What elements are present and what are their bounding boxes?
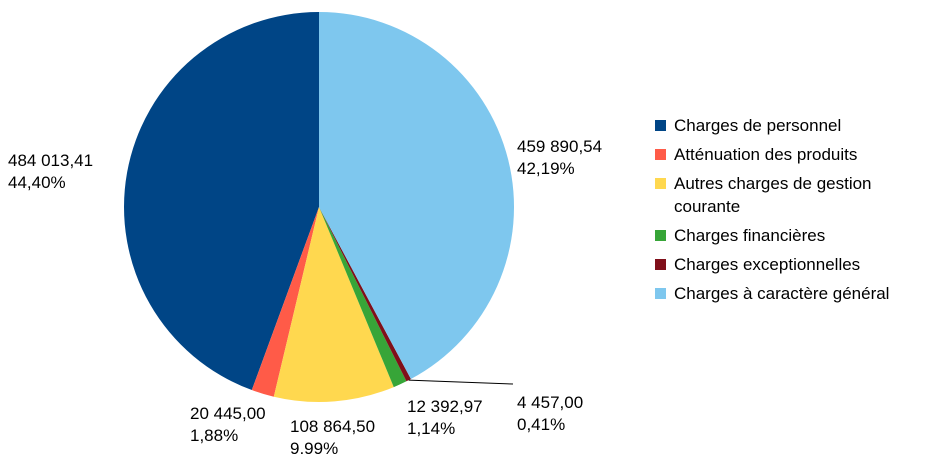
data-label-percent: 44,40% [8, 173, 66, 192]
data-label-6: 459 890,54 42,19% [517, 137, 602, 178]
legend-label-3: Autres charges de gestion courante [674, 174, 872, 216]
data-label-value: 4 457,00 [517, 393, 583, 412]
pie-slice-2 [251, 207, 319, 397]
data-label-value: 459 890,54 [517, 137, 602, 156]
data-label-percent: 0,41% [517, 415, 565, 434]
data-label-3: 108 864,50 9,99% [290, 417, 375, 454]
legend-swatch-6 [655, 288, 666, 299]
legend-label-6: Charges à caractère général [674, 284, 889, 303]
data-label-value: 12 392,97 [407, 397, 483, 416]
data-label-value: 108 864,50 [290, 417, 375, 436]
legend-swatch-4 [655, 230, 666, 241]
pie-slice-4 [319, 207, 407, 388]
pie-slice-6 [319, 11, 515, 379]
data-label-1: 484 013,41 44,40% [8, 151, 93, 192]
legend-label-4: Charges financières [674, 226, 825, 245]
legend-swatch-1 [655, 120, 666, 131]
pie-slice-3 [273, 207, 394, 403]
legend-swatch-2 [655, 149, 666, 160]
data-label-value: 484 013,41 [8, 151, 93, 170]
leader-line-exceptionnelles [408, 379, 514, 385]
pie-slice-1 [124, 12, 320, 391]
leader-lines [408, 379, 514, 385]
data-label-5: 4 457,00 0,41% [517, 393, 583, 434]
pie-slice-5 [319, 207, 411, 382]
data-label-value: 20 445,00 [190, 404, 266, 423]
pie-slices [124, 11, 515, 403]
legend-label-5: Charges exceptionnelles [674, 255, 860, 274]
data-labels: 484 013,41 44,40% 20 445,00 1,88% 108 864,50… [8, 137, 602, 454]
data-label-percent: 1,88% [190, 426, 238, 445]
data-label-percent: 1,14% [407, 419, 455, 438]
legend-label-2: Atténuation des produits [674, 145, 857, 164]
legend: Charges de personnel Atténuation des prod… [655, 116, 889, 303]
data-label-percent: 9,99% [290, 439, 338, 454]
legend-label-1: Charges de personnel [674, 116, 841, 135]
legend-swatch-5 [655, 259, 666, 270]
data-label-percent: 42,19% [517, 159, 575, 178]
data-label-2: 20 445,00 1,88% [190, 404, 266, 445]
data-label-4: 12 392,97 1,14% [407, 397, 483, 438]
legend-swatch-3 [655, 178, 666, 189]
